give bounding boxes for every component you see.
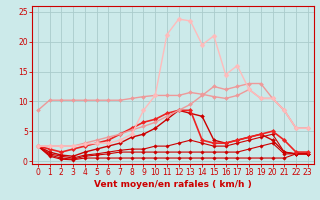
X-axis label: Vent moyen/en rafales ( km/h ): Vent moyen/en rafales ( km/h ) (94, 180, 252, 189)
